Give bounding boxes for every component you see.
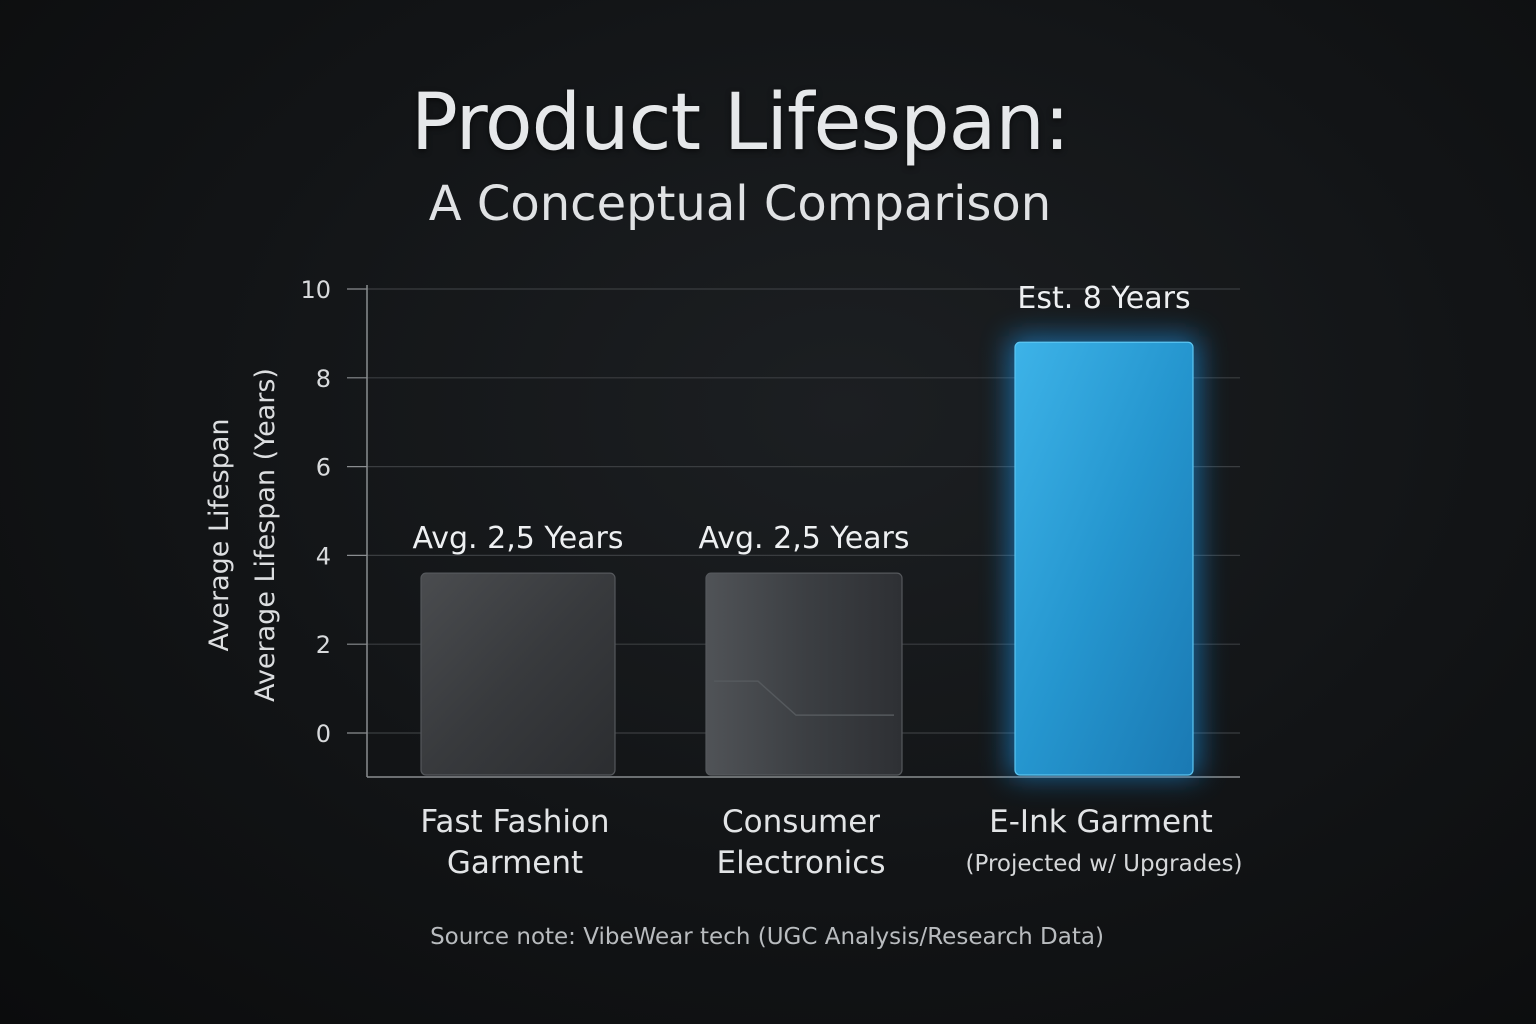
category-label-2-line-1: Consumer	[722, 804, 880, 840]
category-sublabel-3: (Projected w/ Upgrades)	[966, 851, 1243, 877]
labels: Average Lifespan Average Lifespan (Years)…	[204, 281, 1242, 881]
bars	[420, 336, 1199, 777]
data-label-3: Est. 8 Years	[1017, 281, 1190, 316]
category-label-3-line-1: E-Ink Garment	[989, 804, 1213, 840]
bar-2-texture	[714, 680, 894, 716]
y-tick-label-0: 0	[316, 720, 331, 748]
bar-2	[705, 572, 903, 776]
y-tick-label-6: 6	[316, 454, 331, 482]
axes: 0 2 4 6 8 10	[300, 276, 1240, 778]
data-label-2: Avg. 2,5 Years	[698, 521, 909, 556]
bar-3	[1014, 341, 1194, 776]
y-axis-label-line-1: Average Lifespan	[204, 419, 235, 652]
y-tick-label-2: 2	[316, 631, 331, 659]
data-label-1: Avg. 2,5 Years	[412, 521, 623, 556]
y-axis-label-line-2: Average Lifespan (Years)	[250, 368, 281, 702]
category-label-1-line-1: Fast Fashion	[420, 804, 609, 840]
chart-subtitle: A Conceptual Comparison	[428, 176, 1052, 232]
category-label-2-line-2: Electronics	[717, 845, 886, 881]
y-tick-label-4: 4	[316, 542, 331, 570]
y-tick-label-8: 8	[316, 365, 331, 393]
chart-title: Product Lifespan:	[410, 78, 1070, 168]
bar-1	[420, 572, 616, 776]
y-tick-label-10: 10	[300, 276, 331, 304]
source-note: Source note: VibeWear tech (UGC Analysis…	[430, 924, 1104, 950]
category-label-1-line-2: Garment	[447, 845, 583, 881]
